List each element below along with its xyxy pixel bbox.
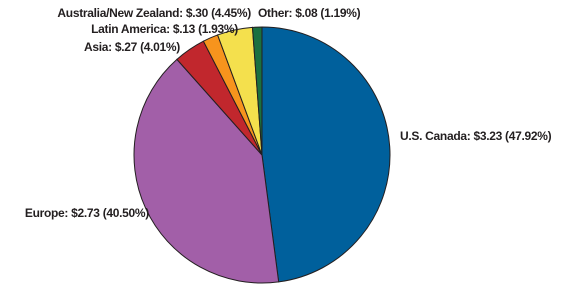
pie-slice (261, 26, 391, 283)
slice-label: Latin America: $.13 (1.93%) (91, 22, 238, 36)
pie-slice (251, 26, 263, 156)
slice-label: Australia/New Zealand: $.30 (4.45%) (57, 6, 251, 20)
slice-label: Asia: $.27 (4.01%) (84, 40, 180, 54)
slice-label: U.S. Canada: $3.23 (47.92%) (400, 129, 552, 143)
slice-label: Europe: $2.73 (40.50%) (25, 206, 149, 220)
slice-label: Other: $.08 (1.19%) (258, 6, 361, 20)
pie-slice (133, 58, 280, 284)
